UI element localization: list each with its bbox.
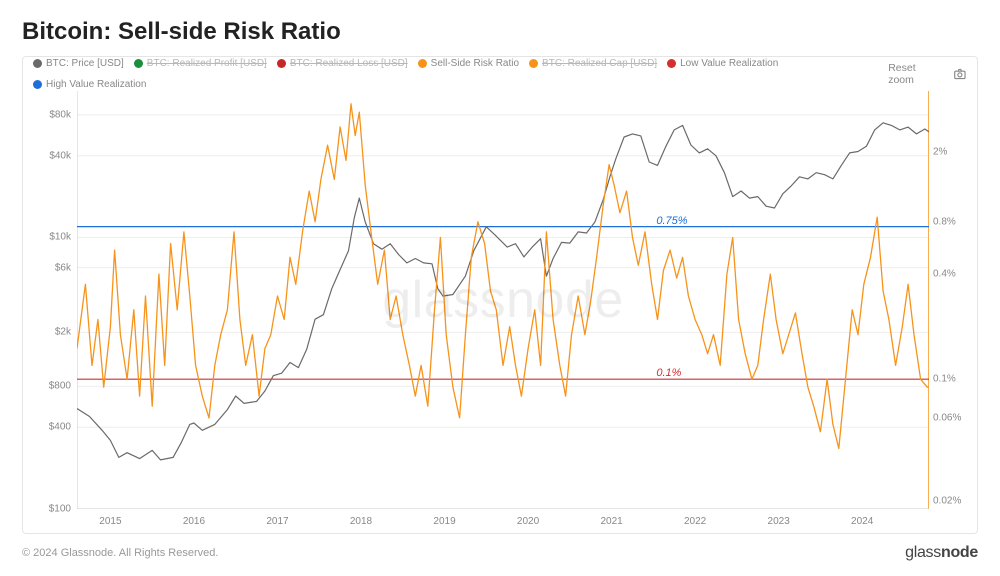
chart-title: Bitcoin: Sell-side Risk Ratio bbox=[22, 18, 978, 46]
brand-plain: glass bbox=[905, 544, 941, 561]
chart-frame: BTC: Price [USD] BTC: Realized Profit [US… bbox=[22, 56, 978, 534]
legend-row: BTC: Price [USD]BTC: Realized Profit [US… bbox=[33, 65, 967, 83]
y-left-tick: $400 bbox=[33, 422, 71, 433]
threshold-label: 0.1% bbox=[656, 367, 681, 379]
copyright-text: © 2024 Glassnode. All Rights Reserved. bbox=[22, 547, 218, 559]
y-right-tick: 0.02% bbox=[933, 496, 967, 507]
x-tick: 2020 bbox=[517, 516, 539, 527]
legend-swatch bbox=[529, 59, 538, 68]
legend-label: Low Value Realization bbox=[680, 58, 778, 69]
y-right-tick: 0.4% bbox=[933, 269, 967, 280]
x-tick: 2021 bbox=[600, 516, 622, 527]
legend-item[interactable]: BTC: Realized Cap [USD] bbox=[529, 58, 657, 69]
legend-item[interactable]: BTC: Realized Loss [USD] bbox=[277, 58, 408, 69]
y-left-tick: $800 bbox=[33, 381, 71, 392]
y-left-tick: $40k bbox=[33, 150, 71, 161]
legend-label: BTC: Price [USD] bbox=[46, 58, 124, 69]
legend-item[interactable]: High Value Realization bbox=[33, 79, 146, 90]
x-tick: 2024 bbox=[851, 516, 873, 527]
threshold-label: 0.75% bbox=[656, 215, 687, 227]
legend-items: BTC: Price [USD] BTC: Realized Profit [US… bbox=[33, 58, 888, 90]
y-left-tick: $6k bbox=[33, 262, 71, 273]
screenshot-icon[interactable] bbox=[953, 67, 967, 81]
plot-svg bbox=[77, 91, 929, 509]
y-left-tick: $2k bbox=[33, 327, 71, 338]
legend-actions: Reset zoom bbox=[888, 62, 967, 86]
plot-area[interactable]: glassnode 0.75%0.1% bbox=[77, 91, 929, 509]
footer: © 2024 Glassnode. All Rights Reserved. g… bbox=[22, 544, 978, 562]
x-tick: 2018 bbox=[350, 516, 372, 527]
legend-item[interactable]: BTC: Price [USD] bbox=[33, 58, 124, 69]
brand-bold: node bbox=[941, 544, 978, 561]
x-tick: 2015 bbox=[99, 516, 121, 527]
y-left-tick: $100 bbox=[33, 504, 71, 515]
legend-label: BTC: Realized Loss [USD] bbox=[290, 58, 408, 69]
x-tick: 2023 bbox=[768, 516, 790, 527]
brand-logo: glassnode bbox=[905, 544, 978, 562]
legend-swatch bbox=[667, 59, 676, 68]
y-right-tick: 0.06% bbox=[933, 412, 967, 423]
legend-swatch bbox=[134, 59, 143, 68]
x-tick: 2019 bbox=[433, 516, 455, 527]
y-left-tick: $80k bbox=[33, 109, 71, 120]
x-tick: 2017 bbox=[266, 516, 288, 527]
legend-label: High Value Realization bbox=[46, 79, 146, 90]
legend-swatch bbox=[33, 80, 42, 89]
legend-label: BTC: Realized Cap [USD] bbox=[542, 58, 657, 69]
y-left-tick: $10k bbox=[33, 232, 71, 243]
legend-label: Sell-Side Risk Ratio bbox=[431, 58, 519, 69]
legend-item[interactable]: Low Value Realization bbox=[667, 58, 778, 69]
legend-swatch bbox=[277, 59, 286, 68]
legend-swatch bbox=[33, 59, 42, 68]
reset-zoom-button[interactable]: Reset zoom bbox=[888, 62, 943, 86]
y-right-tick: 0.1% bbox=[933, 374, 967, 385]
x-tick: 2022 bbox=[684, 516, 706, 527]
y-right-tick: 0.8% bbox=[933, 216, 967, 227]
legend-swatch bbox=[418, 59, 427, 68]
legend-item[interactable]: BTC: Realized Profit [USD] bbox=[134, 58, 267, 69]
y-right-tick: 2% bbox=[933, 147, 967, 158]
legend-item[interactable]: Sell-Side Risk Ratio bbox=[418, 58, 519, 69]
legend-label: BTC: Realized Profit [USD] bbox=[147, 58, 267, 69]
x-tick: 2016 bbox=[183, 516, 205, 527]
